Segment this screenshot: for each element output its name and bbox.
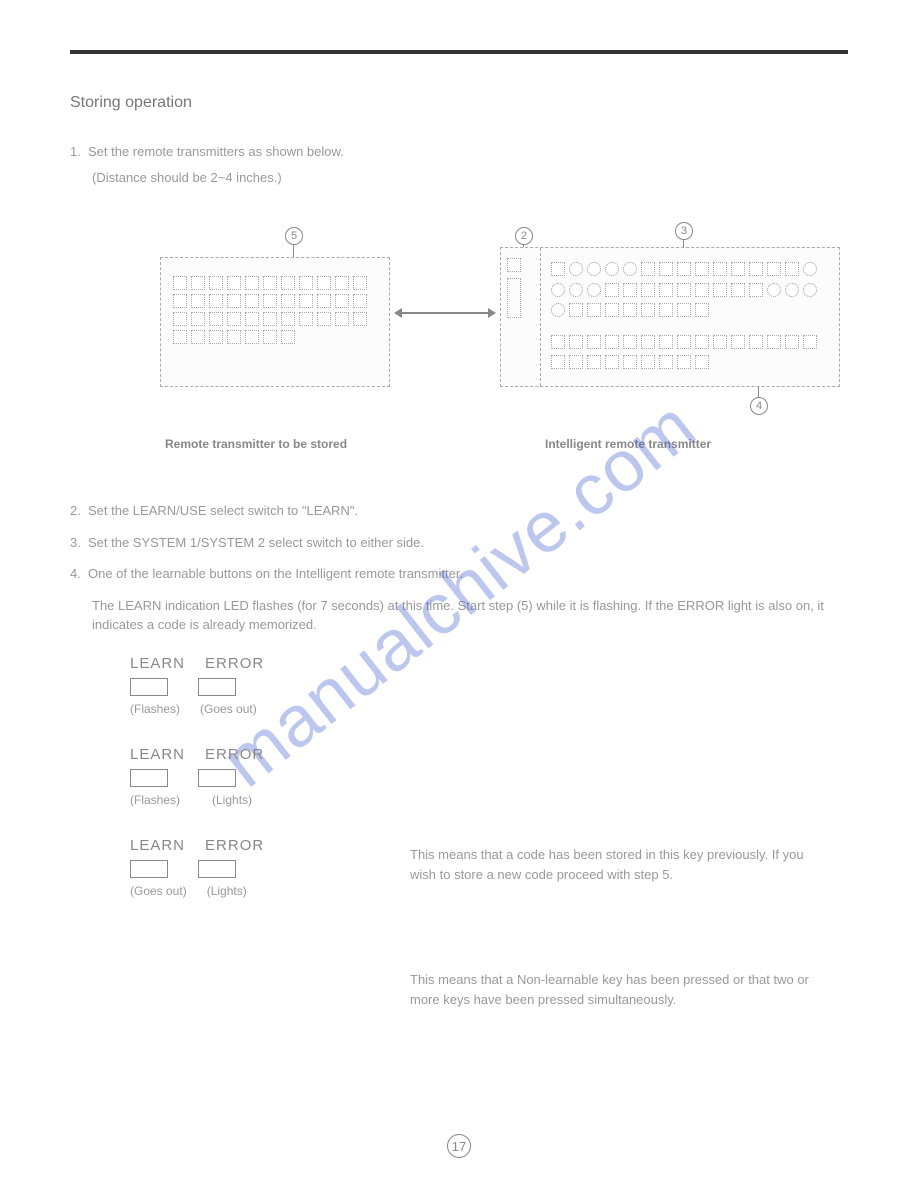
led-state: (Lights) [207, 884, 247, 898]
page-number: 17 [447, 1134, 471, 1158]
step-text: Set the LEARN/USE select switch to "LEAR… [88, 503, 358, 518]
button-grid-left [161, 258, 389, 362]
left-remote-label: Remote transmitter to be stored [165, 437, 445, 451]
learn-led [130, 769, 168, 787]
top-rule [70, 50, 848, 54]
distance-arrow [400, 312, 490, 314]
step-1-sub: (Distance should be 2~4 inches.) [92, 168, 848, 188]
remote-left [160, 257, 390, 387]
step-number: 1. [70, 142, 88, 162]
button-grid-right [541, 248, 839, 386]
callout-3: 3 [675, 222, 693, 240]
learn-label: LEARN [130, 655, 185, 672]
step-text: Set the SYSTEM 1/SYSTEM 2 select switch … [88, 535, 424, 550]
step-4: 4.One of the learnable buttons on the In… [70, 564, 848, 584]
error-led [198, 860, 236, 878]
led-group-1: LEARN ERROR (Flashes) (Goes out) [70, 655, 848, 716]
led-state: (Goes out) [130, 884, 187, 898]
learn-label: LEARN [130, 837, 185, 854]
led-state: (Lights) [212, 793, 252, 807]
diagram-labels: Remote transmitter to be stored Intellig… [70, 437, 848, 451]
learn-led [130, 860, 168, 878]
learn-led [130, 678, 168, 696]
explanation-2: This means that a Non-learnable key has … [410, 970, 830, 1009]
led-state: (Flashes) [130, 793, 180, 807]
error-led [198, 678, 236, 696]
step-4-sub: The LEARN indication LED flashes (for 7 … [92, 596, 848, 635]
led-state: (Goes out) [200, 702, 257, 716]
step-text: One of the learnable buttons on the Inte… [88, 566, 463, 581]
step-number: 2. [70, 501, 88, 521]
remote-diagram: 5 2 3 4 [70, 237, 848, 417]
error-led [198, 769, 236, 787]
explanation-1: This means that a code has been stored i… [410, 845, 830, 884]
error-label: ERROR [205, 746, 264, 763]
section-title: Storing operation [70, 94, 848, 112]
page-content: Storing operation 1.Set the remote trans… [0, 0, 918, 958]
right-remote-label: Intelligent remote transmitter [545, 437, 711, 451]
learn-label: LEARN [130, 746, 185, 763]
step-number: 3. [70, 533, 88, 553]
step-number: 4. [70, 564, 88, 584]
step-2: 2.Set the LEARN/USE select switch to "LE… [70, 501, 848, 521]
led-state: (Flashes) [130, 702, 180, 716]
error-label: ERROR [205, 655, 264, 672]
step-3: 3.Set the SYSTEM 1/SYSTEM 2 select switc… [70, 533, 848, 553]
callout-5: 5 [285, 227, 303, 245]
led-group-2: LEARN ERROR (Flashes) (Lights) [70, 746, 848, 807]
callout-4: 4 [750, 397, 768, 415]
callout-2: 2 [515, 227, 533, 245]
step-text: Set the remote transmitters as shown bel… [88, 144, 344, 159]
remote-right [500, 247, 840, 387]
error-label: ERROR [205, 837, 264, 854]
step-1: 1.Set the remote transmitters as shown b… [70, 142, 848, 162]
steps-2-4: 2.Set the LEARN/USE select switch to "LE… [70, 501, 848, 635]
